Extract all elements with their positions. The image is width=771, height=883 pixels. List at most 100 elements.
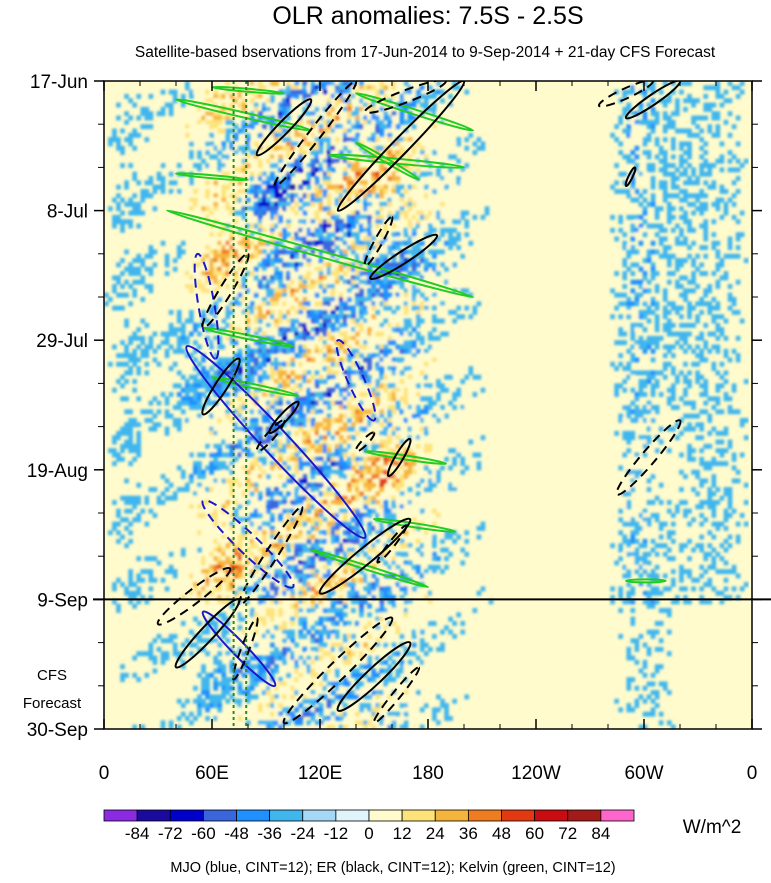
field-cell: [334, 297, 340, 302]
field-cell: [387, 413, 393, 419]
field-cell: [168, 219, 174, 225]
field-cell: [387, 141, 393, 147]
field-cell: [634, 392, 640, 397]
field-cell: [387, 266, 393, 272]
field-cell: [326, 439, 332, 445]
field-cell: [241, 106, 247, 112]
field-cell: [140, 193, 146, 199]
field-cell: [375, 297, 380, 302]
field-cell: [124, 370, 129, 376]
field-cell: [270, 361, 275, 367]
field-cell: [407, 379, 413, 384]
field-cell: [294, 456, 299, 462]
field-cell: [367, 292, 372, 298]
field-cell: [395, 392, 401, 397]
field-cell: [257, 409, 263, 415]
field-cell: [322, 85, 328, 91]
field-cell: [622, 106, 628, 112]
field-cell: [229, 340, 235, 346]
field-cell: [347, 288, 352, 294]
field-cell: [241, 452, 247, 458]
field-cell: [274, 288, 279, 294]
field-cell: [371, 383, 376, 389]
field-cell: [618, 417, 623, 423]
field-cell: [415, 271, 421, 276]
field-cell: [172, 132, 178, 138]
field-cell: [679, 154, 684, 160]
field-cell: [419, 180, 425, 186]
field-cell: [642, 370, 648, 376]
field-cell: [707, 128, 713, 134]
field-cell: [270, 309, 275, 315]
field-cell: [164, 219, 170, 225]
field-cell: [225, 348, 231, 354]
field-cell: [314, 288, 320, 294]
field-cell: [205, 275, 210, 281]
field-cell: [642, 275, 648, 281]
field-cell: [172, 383, 178, 389]
field-cell: [415, 435, 421, 441]
field-cell: [391, 240, 397, 246]
field-cell: [209, 201, 214, 207]
field-cell: [338, 201, 344, 207]
field-cell: [650, 443, 656, 449]
field-cell: [168, 456, 174, 462]
field-cell: [444, 119, 449, 125]
field-cell: [318, 219, 324, 225]
field-cell: [387, 456, 393, 462]
field-cell: [237, 370, 243, 376]
field-cell: [144, 284, 150, 289]
field-cell: [197, 279, 202, 285]
field-cell: [338, 417, 344, 423]
field-cell: [626, 253, 632, 259]
field-cell: [322, 253, 328, 259]
field-cell: [367, 197, 372, 203]
field-cell: [719, 331, 725, 337]
field-cell: [395, 245, 401, 251]
field-cell: [626, 102, 632, 108]
field-cell: [213, 262, 218, 268]
field-cell: [124, 201, 129, 207]
field-cell: [193, 327, 198, 333]
field-cell: [334, 115, 340, 121]
field-cell: [658, 227, 664, 233]
field-cell: [330, 297, 336, 302]
field-cell: [180, 141, 186, 147]
field-cell: [379, 430, 385, 436]
field-cell: [172, 452, 178, 458]
field-cell: [310, 301, 316, 307]
field-cell: [727, 439, 733, 445]
field-cell: [666, 344, 672, 350]
field-cell: [626, 361, 632, 367]
field-cell: [654, 232, 660, 238]
field-cell: [322, 422, 328, 428]
field-cell: [306, 271, 312, 276]
field-cell: [270, 292, 275, 298]
field-cell: [428, 249, 433, 255]
field-cell: [371, 353, 376, 359]
field-cell: [691, 210, 696, 216]
field-cell: [411, 210, 417, 216]
field-cell: [257, 430, 263, 436]
field-cell: [116, 361, 121, 367]
field-cell: [391, 214, 397, 220]
field-cell: [415, 154, 421, 160]
field-cell: [302, 180, 308, 186]
field-cell: [707, 331, 713, 337]
field-cell: [423, 301, 429, 307]
field-cell: [472, 374, 478, 380]
field-cell: [727, 240, 733, 246]
field-cell: [229, 374, 235, 380]
field-cell: [302, 370, 308, 376]
field-cell: [351, 335, 356, 341]
field-cell: [379, 85, 385, 91]
field-cell: [180, 348, 186, 354]
field-cell: [282, 137, 287, 143]
field-cell: [423, 305, 429, 311]
field-cell: [326, 374, 332, 380]
field-cell: [703, 253, 709, 259]
field-cell: [302, 163, 308, 168]
field-cell: [735, 357, 741, 363]
field-cell: [703, 171, 709, 177]
field-cell: [318, 145, 324, 151]
